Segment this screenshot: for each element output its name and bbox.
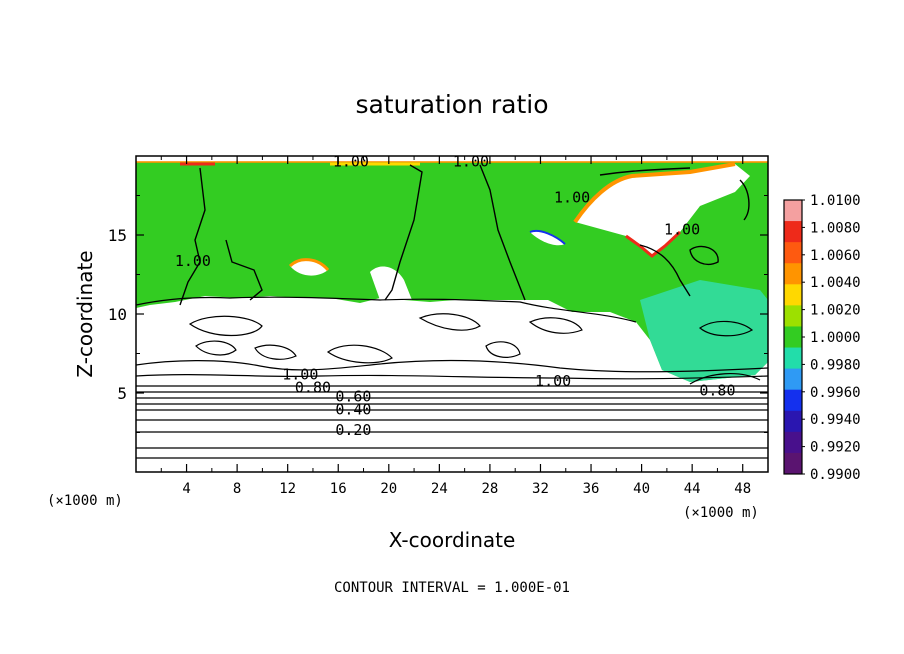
field-zone-top-band (136, 156, 768, 161)
colorbar-label: 0.9960 (810, 385, 861, 401)
x-axis-label: X-coordinate (389, 528, 516, 552)
field-fringe-patch-left (288, 258, 330, 272)
colorbar-label: 0.9980 (810, 357, 861, 373)
colorbar-swatch (784, 200, 802, 222)
colorbar-swatch (784, 221, 802, 243)
field-fringe-blue (529, 230, 566, 245)
colorbar-label: 1.0020 (810, 303, 861, 319)
y-tick-labels: 5 10 15 (108, 226, 127, 403)
contour-label: 1.00 (554, 189, 590, 207)
x-tick-label: 24 (431, 481, 448, 497)
y-tick-label: 10 (108, 305, 127, 324)
y-tick-label: 5 (117, 384, 127, 403)
colorbar-swatch (784, 305, 802, 327)
x-tick-label: 16 (330, 481, 347, 497)
x-axis-unit: (×1000 m) (683, 505, 759, 521)
contour-labels: 1.00 1.001.001.001.001.000.800.600.400.20… (175, 152, 736, 439)
x-tick-label: 36 (583, 481, 600, 497)
colorbar-label: 1.0100 (810, 193, 861, 209)
contour-label: 0.60 (335, 388, 371, 406)
contour-label: 1.00 (453, 152, 489, 170)
contour-label: 1.00 (333, 152, 369, 170)
colorbar-swatch (784, 389, 802, 412)
contour-label: 1.00 (535, 372, 571, 390)
saturation-field (136, 156, 768, 472)
x-tick-label: 8 (233, 481, 241, 497)
colorbar-swatch (784, 242, 802, 264)
colorbar-label: 1.0060 (810, 248, 861, 264)
stratified-contours (136, 385, 768, 459)
colorbar-label: 1.0000 (810, 330, 861, 346)
x-tick-label: 44 (684, 481, 701, 497)
y-axis-label: Z-coordinate (73, 250, 97, 377)
colorbar: 1.0100 1.0080 1.0060 1.0040 1.0020 1.0000 0.99… (783, 193, 861, 483)
x-tick-label: 4 (182, 481, 190, 497)
x-tick-marks (160, 156, 744, 472)
colorbar-swatch (784, 347, 802, 370)
y-axis-unit: (×1000 m) (47, 493, 123, 509)
colorbar-swatch (784, 326, 802, 349)
colorbar-swatch (784, 263, 802, 285)
field-zone-center (370, 266, 412, 300)
colorbar-swatch (784, 284, 802, 306)
x-tick-label: 12 (279, 481, 296, 497)
field-fringe-orange (573, 162, 736, 224)
field-zone-upper-right (575, 164, 750, 256)
colorbar-swatch (784, 368, 802, 391)
colorbar-swatch (784, 410, 802, 433)
contour-label: 0.80 (699, 381, 735, 399)
contour-label: 0.40 (335, 400, 371, 418)
contour-label: 0.80 (295, 378, 331, 396)
x-tick-labels: 4 8 12 16 20 24 28 32 36 40 44 48 (182, 481, 751, 497)
x-tick-label: 32 (532, 481, 549, 497)
contour-label: 1.00 (282, 366, 318, 384)
colorbar-swatch (784, 431, 802, 454)
contour-label: 1.00 (664, 220, 700, 238)
colorbar-label: 0.9900 (810, 467, 861, 483)
contour-label: 0.20 (335, 421, 371, 439)
y-tick-label: 15 (108, 226, 127, 245)
colorbar-swatch (784, 452, 802, 475)
chart-title: saturation ratio (355, 90, 548, 119)
x-tick-label: 28 (481, 481, 498, 497)
contour-lines (136, 296, 768, 385)
contour-interval-note: CONTOUR INTERVAL = 1.000E-01 (334, 580, 570, 596)
y-tick-marks (136, 195, 768, 433)
x-tick-label: 40 (633, 481, 650, 497)
colorbar-label: 0.9940 (810, 412, 861, 428)
x-tick-label: 20 (380, 481, 397, 497)
colorbar-label: 1.0080 (810, 220, 861, 236)
field-fringe-red (625, 230, 682, 258)
colorbar-label: 0.9920 (810, 440, 861, 456)
x-tick-label: 48 (734, 481, 751, 497)
colorbar-label: 1.0040 (810, 275, 861, 291)
upper-contours (179, 164, 750, 306)
contour-label: 1.00 (175, 252, 211, 270)
field-zone-streak (530, 230, 565, 246)
